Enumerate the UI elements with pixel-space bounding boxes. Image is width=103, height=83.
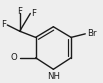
Text: Br: Br (87, 29, 97, 38)
Text: NH: NH (47, 72, 60, 81)
Text: O: O (10, 53, 17, 62)
Text: F: F (1, 21, 6, 29)
Text: F: F (31, 9, 36, 18)
Text: F: F (17, 7, 22, 16)
